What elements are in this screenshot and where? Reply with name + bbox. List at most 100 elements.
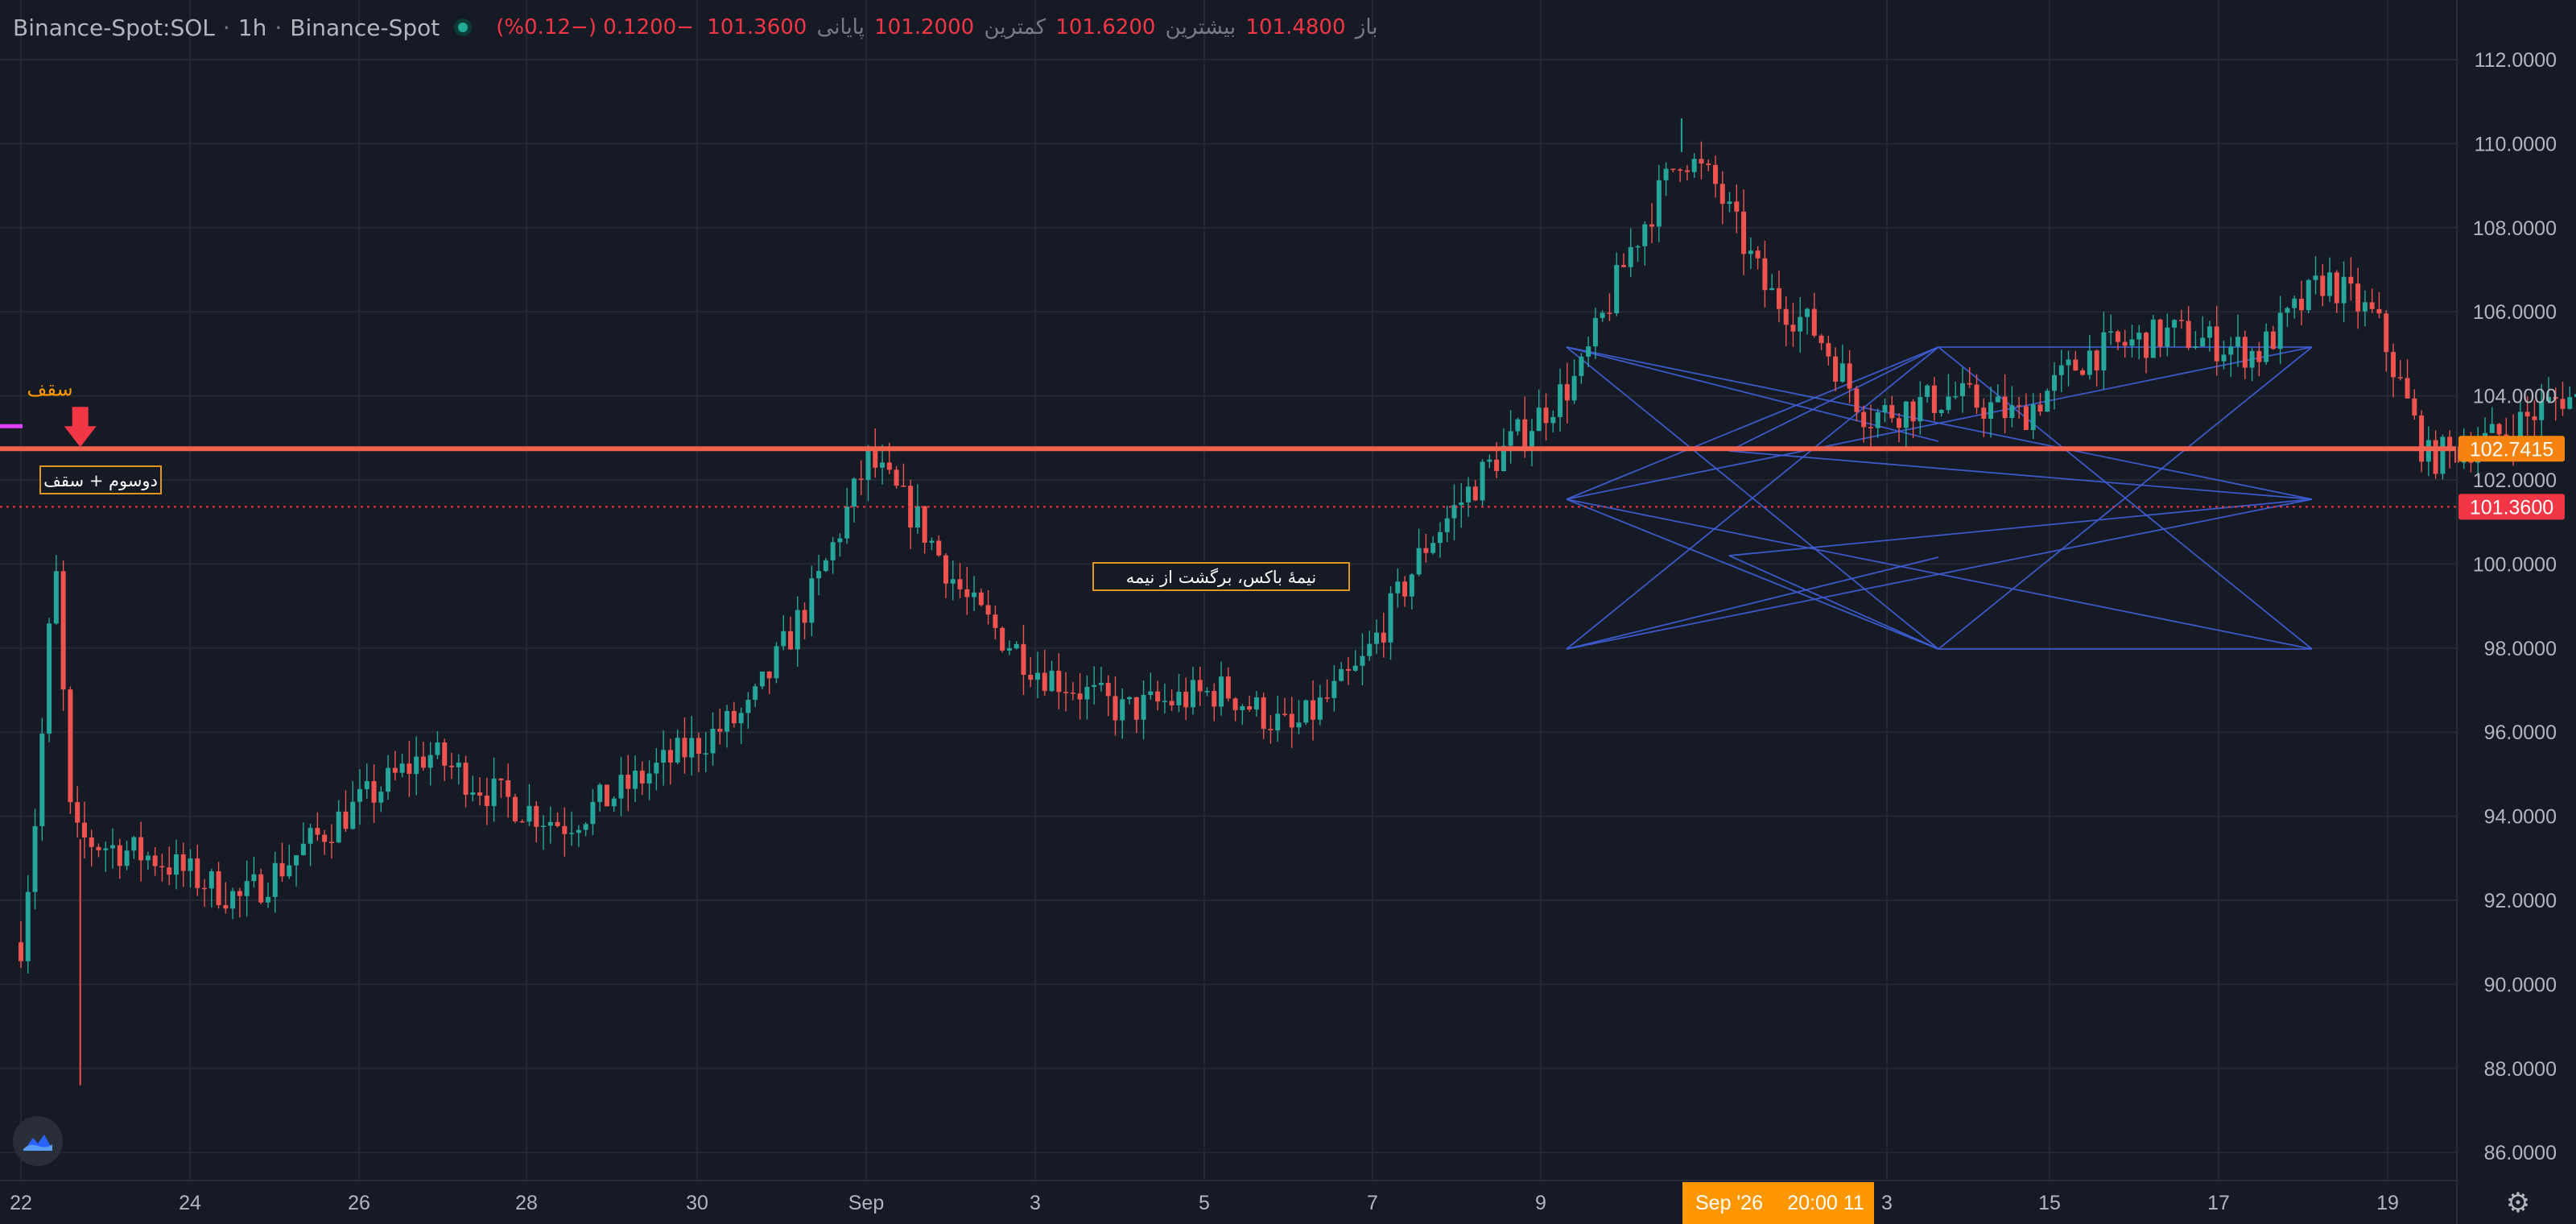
candle-body xyxy=(1882,405,1888,412)
candle-body xyxy=(328,842,334,843)
candle-body xyxy=(1564,384,1570,401)
interval-label[interactable]: 1h xyxy=(237,14,267,41)
candle-body xyxy=(667,750,673,763)
candle-body xyxy=(1713,164,1718,184)
price-tick-label: 86.0000 xyxy=(2484,1142,2557,1164)
candle-body xyxy=(378,792,384,803)
candle-body xyxy=(53,571,59,624)
candle-body xyxy=(1367,643,1373,656)
candle-body xyxy=(922,506,927,543)
candle-body xyxy=(392,767,398,773)
candle-body xyxy=(1317,697,1323,720)
candle-body xyxy=(216,870,221,905)
candle-body xyxy=(81,822,87,837)
candle-body xyxy=(766,671,772,679)
candle-body xyxy=(1946,396,1951,411)
candle-body xyxy=(1409,574,1414,597)
candle-body xyxy=(237,891,242,896)
candle-body xyxy=(978,592,984,606)
candle-body xyxy=(2214,326,2219,362)
candle-body xyxy=(1289,713,1294,728)
price-tick-label: 94.0000 xyxy=(2484,806,2557,829)
candles xyxy=(19,118,2576,1085)
candle-body xyxy=(188,858,193,871)
candle-body xyxy=(1190,680,1195,708)
candle-body xyxy=(2221,354,2227,362)
symbol-name[interactable]: Binance-Spot:SOL xyxy=(13,14,215,41)
candle-body xyxy=(1790,325,1796,332)
time-tick-label: 9 xyxy=(1535,1192,1546,1214)
pattern-line xyxy=(1566,346,2313,500)
candle-body xyxy=(1670,168,1676,170)
candle-body xyxy=(1261,697,1266,730)
pattern-line xyxy=(1566,498,2313,650)
candle-body xyxy=(258,874,264,903)
time-tick-label: 5 xyxy=(1199,1192,1210,1214)
candle-body xyxy=(590,801,596,825)
candle-body xyxy=(1663,168,1669,180)
candle-body xyxy=(131,837,137,851)
candle-body xyxy=(1268,729,1274,730)
candle-body xyxy=(498,778,504,780)
candle-body xyxy=(2532,416,2537,420)
candle-body xyxy=(1649,224,1655,227)
candle-body xyxy=(1678,169,1683,171)
pattern-line xyxy=(1728,450,2313,500)
ohlc-values: باز 101.4800 بیشترین 101.6200 کمترین 101… xyxy=(493,15,1377,39)
candle-body xyxy=(1706,163,1711,165)
candle-body xyxy=(2419,415,2425,462)
candle-body xyxy=(2094,350,2099,370)
candle-body xyxy=(886,462,892,470)
candle-body xyxy=(816,571,822,579)
candle-body xyxy=(386,767,391,792)
candle-body xyxy=(343,811,349,829)
candle-body xyxy=(1423,548,1429,553)
candle-body xyxy=(894,469,899,486)
candle-body xyxy=(2341,276,2347,304)
candle-body xyxy=(2574,394,2576,398)
candle-body xyxy=(1042,672,1047,692)
settings-gear-icon[interactable]: ⚙ xyxy=(2505,1187,2531,1219)
candle-body xyxy=(1133,697,1139,720)
price-tick-label: 104.0000 xyxy=(2473,386,2557,408)
candle-body xyxy=(2362,302,2368,312)
candle-body xyxy=(738,713,744,724)
candle-body xyxy=(914,506,920,528)
pattern-line xyxy=(1566,346,1939,442)
candle-body xyxy=(1006,648,1012,651)
candle-body xyxy=(618,775,624,799)
candle-body xyxy=(230,891,236,909)
candle-body xyxy=(1444,518,1450,532)
candle-body xyxy=(936,540,942,556)
candle-body xyxy=(180,854,186,871)
candle-body xyxy=(1691,159,1697,172)
candle-body xyxy=(993,614,998,628)
candle-body xyxy=(1275,713,1281,730)
pattern-line xyxy=(1566,346,1939,500)
price-tick-label: 108.0000 xyxy=(2473,217,2557,240)
candle-body xyxy=(901,486,906,487)
candle-body xyxy=(2066,359,2071,366)
pattern-line xyxy=(1566,556,1939,650)
candle-body xyxy=(2249,350,2255,368)
candle-body xyxy=(1833,356,1839,382)
candle-body xyxy=(2178,320,2184,321)
time-tick-label: 3 xyxy=(1030,1192,1041,1214)
candle-body xyxy=(2320,275,2326,296)
candle-body xyxy=(167,867,172,875)
candle-body xyxy=(2207,326,2212,338)
candle-body xyxy=(223,904,229,909)
candle-body xyxy=(1437,531,1443,544)
candle-body xyxy=(484,795,489,806)
candle-body xyxy=(1472,486,1478,501)
candle-body xyxy=(1430,543,1436,553)
candle-body xyxy=(2397,377,2403,378)
candle-body xyxy=(124,850,130,866)
candle-body xyxy=(1162,701,1167,702)
tradingview-logo-icon[interactable] xyxy=(13,1116,63,1166)
candle-body xyxy=(1529,431,1534,448)
candle-body xyxy=(2002,396,2008,419)
candle-body xyxy=(1741,211,1747,254)
